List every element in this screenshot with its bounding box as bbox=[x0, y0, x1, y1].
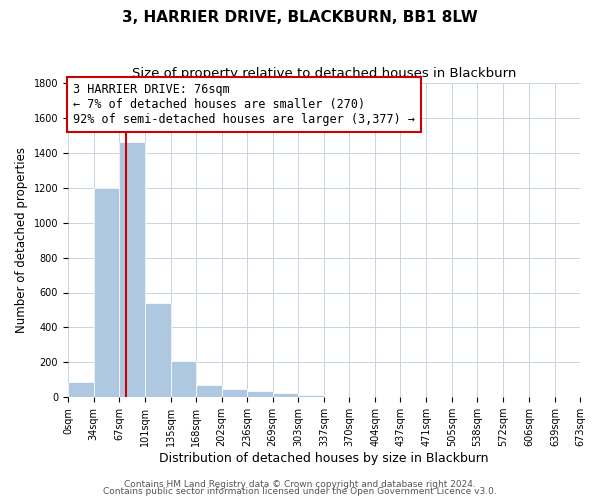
Bar bbox=[145, 303, 170, 397]
Bar bbox=[94, 188, 119, 397]
Bar bbox=[170, 362, 196, 397]
Bar bbox=[272, 393, 298, 397]
Bar bbox=[119, 142, 145, 397]
Title: Size of property relative to detached houses in Blackburn: Size of property relative to detached ho… bbox=[132, 68, 516, 80]
Text: Contains public sector information licensed under the Open Government Licence v3: Contains public sector information licen… bbox=[103, 487, 497, 496]
Y-axis label: Number of detached properties: Number of detached properties bbox=[15, 147, 28, 333]
Bar bbox=[221, 389, 247, 397]
Bar bbox=[68, 382, 94, 397]
Text: 3 HARRIER DRIVE: 76sqm
← 7% of detached houses are smaller (270)
92% of semi-det: 3 HARRIER DRIVE: 76sqm ← 7% of detached … bbox=[73, 83, 415, 126]
Bar bbox=[298, 394, 325, 397]
X-axis label: Distribution of detached houses by size in Blackburn: Distribution of detached houses by size … bbox=[159, 452, 489, 465]
Bar bbox=[196, 386, 221, 397]
Text: Contains HM Land Registry data © Crown copyright and database right 2024.: Contains HM Land Registry data © Crown c… bbox=[124, 480, 476, 489]
Text: 3, HARRIER DRIVE, BLACKBURN, BB1 8LW: 3, HARRIER DRIVE, BLACKBURN, BB1 8LW bbox=[122, 10, 478, 25]
Bar bbox=[247, 391, 272, 397]
